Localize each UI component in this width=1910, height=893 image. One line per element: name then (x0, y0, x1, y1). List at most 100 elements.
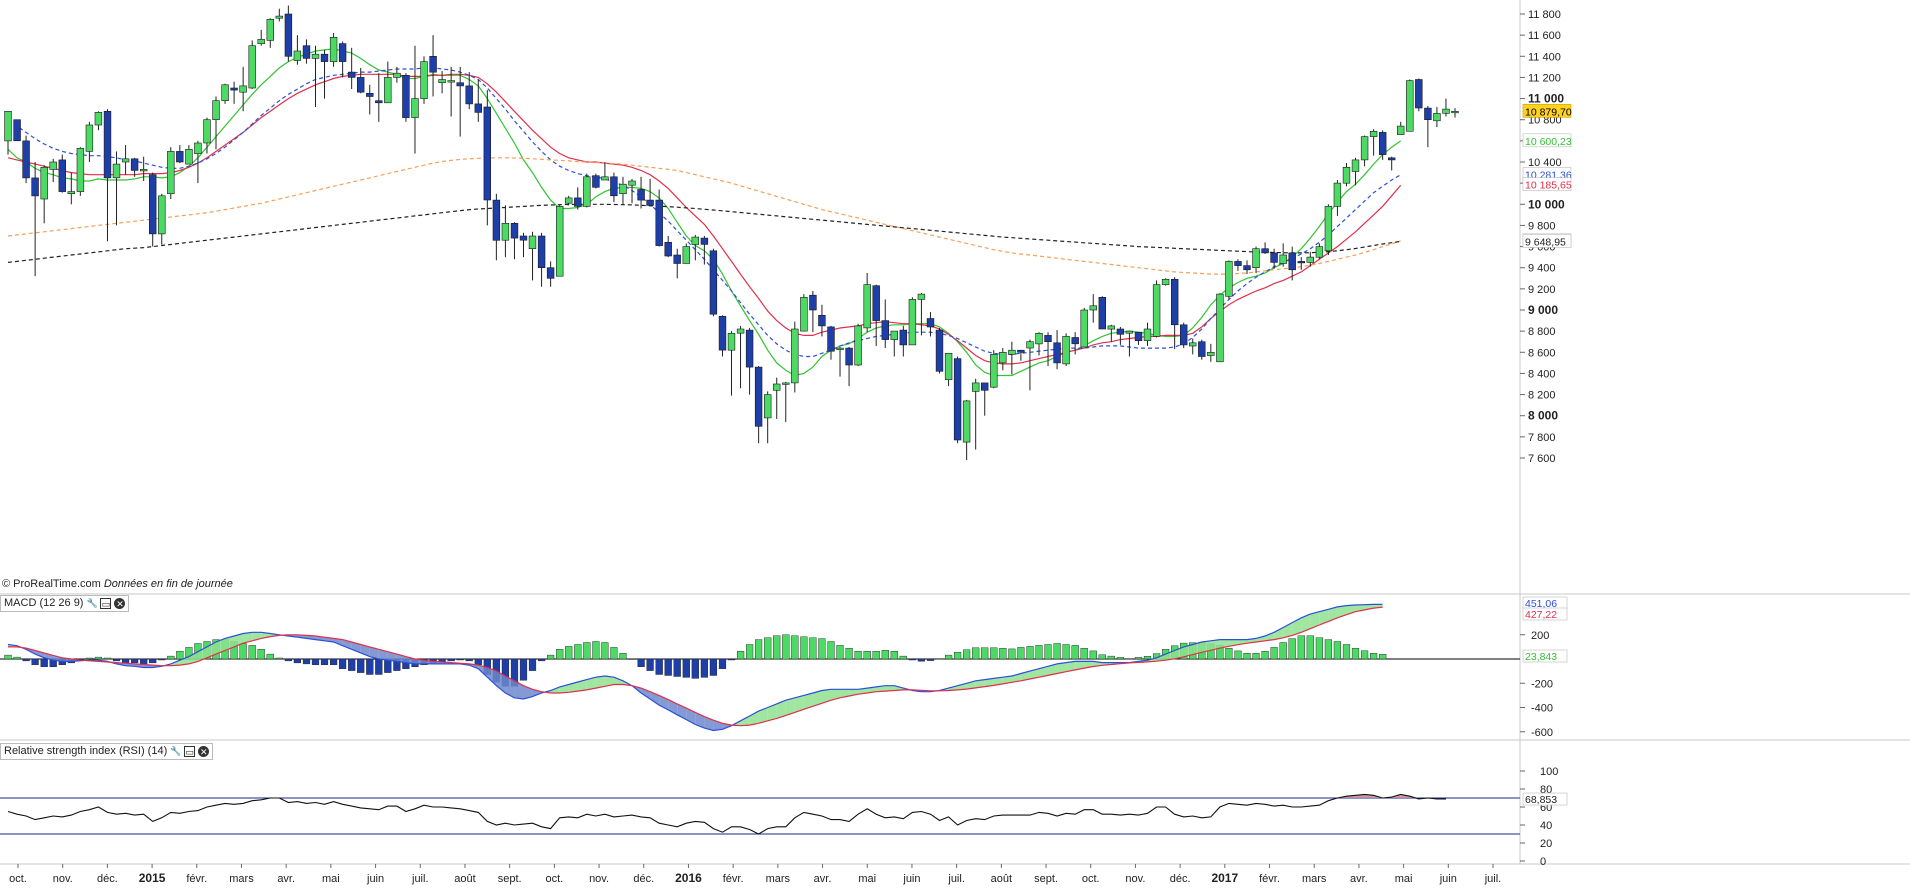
macd-histogram-bar (1035, 645, 1043, 660)
candle (438, 71, 446, 94)
time-tick-label: avr. (814, 873, 832, 885)
candle (926, 312, 935, 337)
macd-fill (333, 638, 343, 646)
macd-histogram-bar (818, 638, 826, 660)
candle (908, 297, 917, 346)
time-tick-label: août (454, 873, 475, 885)
macd-fill (532, 689, 542, 697)
maximize-icon[interactable]: ▭ (100, 598, 112, 609)
candle (727, 331, 736, 396)
wrench-icon[interactable]: 🔧 (170, 746, 182, 757)
macd-fill (1274, 627, 1284, 640)
macd-fill (179, 656, 189, 666)
macd-fill (1165, 650, 1175, 661)
candle (347, 47, 356, 90)
candle (555, 204, 564, 277)
candle (76, 147, 85, 196)
candle (1261, 242, 1269, 254)
candle (709, 248, 718, 317)
candle (103, 109, 112, 242)
candle-body-down (474, 103, 482, 113)
time-tick-label: 2017 (1211, 871, 1238, 885)
macd-indicator-header[interactable]: MACD (12 26 9) 🔧 ▭ ✕ (0, 595, 130, 612)
maximize-icon[interactable]: ▭ (184, 746, 196, 757)
macd-histogram-bar (239, 643, 247, 660)
candle (266, 18, 274, 48)
macd-histogram-bar (1062, 644, 1070, 660)
candle-body-down (881, 320, 890, 340)
macd-histogram-bar (917, 658, 926, 662)
macd-fill (487, 667, 497, 686)
candle-body-down (610, 176, 618, 197)
candle-body-up (1451, 111, 1459, 114)
candle-body-down (1171, 278, 1179, 326)
candle (284, 5, 293, 62)
candle-body-down (745, 329, 754, 368)
candle (1442, 98, 1450, 117)
macd-histogram-bar (266, 653, 274, 660)
candle (592, 173, 600, 189)
macd-histogram-bar (1234, 650, 1242, 660)
candle-body-down (574, 197, 582, 207)
macd-histogram-bar (248, 645, 256, 660)
time-tick-label: nov. (589, 873, 609, 885)
macd-histogram-bar (375, 658, 383, 675)
macd-histogram-bar (94, 656, 103, 660)
time-tick-label: juin (902, 873, 920, 885)
macd-histogram-bar (275, 657, 283, 660)
time-tick-label: déc. (97, 873, 118, 885)
macd-fill (586, 677, 596, 690)
candle (1351, 157, 1360, 186)
candle (1234, 259, 1242, 271)
time-tick-label: févr. (1259, 873, 1280, 885)
close-icon[interactable]: ✕ (114, 598, 126, 609)
source-brand: © ProRealTime.com (2, 578, 101, 590)
macd-fill (35, 650, 45, 658)
candle (1161, 278, 1170, 286)
candle-body-up (1080, 309, 1088, 348)
candle-body-up (854, 325, 862, 366)
macd-fill (1319, 609, 1329, 626)
macd-histogram-bar (764, 637, 772, 660)
candle (230, 81, 238, 104)
candle (320, 49, 329, 99)
macd-histogram-bar (547, 654, 555, 660)
candle (1098, 296, 1107, 330)
macd-histogram-bar (465, 658, 473, 662)
macd-tick-label: 200 (1531, 630, 1549, 642)
macd-histogram-bar (700, 658, 709, 678)
candle-body-down (130, 158, 139, 171)
candles (4, 5, 1459, 461)
candle-body-down (1388, 157, 1396, 161)
source-credit: © ProRealTime.com Données en fin de jour… (2, 578, 233, 590)
candle (1189, 338, 1197, 355)
time-tick-label: avr. (1350, 873, 1368, 885)
candle (700, 236, 709, 265)
macd-histogram-bar (538, 658, 546, 662)
macd-histogram-bar (320, 658, 329, 666)
macd-histogram-bar (809, 637, 817, 660)
price-tag-box (1522, 177, 1572, 191)
candle (1035, 332, 1043, 356)
wrench-icon[interactable]: 🔧 (86, 598, 98, 609)
macd-histogram-bar (103, 657, 112, 660)
candle-body-up (890, 330, 899, 340)
candle-body-down (31, 177, 39, 197)
time-tick-label: août (991, 873, 1012, 885)
candle-body-down (176, 151, 184, 163)
candle-body-down (809, 294, 817, 311)
moving-average-line-1 (7, 48, 1402, 377)
close-icon[interactable]: ✕ (198, 746, 210, 757)
candle-body-down (1134, 331, 1143, 342)
candle (1089, 294, 1098, 323)
macd-fill (740, 715, 750, 726)
candle-body-up (393, 72, 401, 78)
rsi-indicator-header[interactable]: Relative strength index (RSI) (14) 🔧 ▭ ✕ (0, 743, 214, 760)
macd-histogram-bar (474, 658, 482, 666)
price-tag: 10 600,23 (1522, 133, 1572, 148)
candle-body-down (302, 45, 311, 59)
candle-body-down (646, 199, 654, 206)
candle (854, 323, 862, 367)
candle (999, 348, 1007, 371)
candle-body-up (1008, 349, 1016, 355)
